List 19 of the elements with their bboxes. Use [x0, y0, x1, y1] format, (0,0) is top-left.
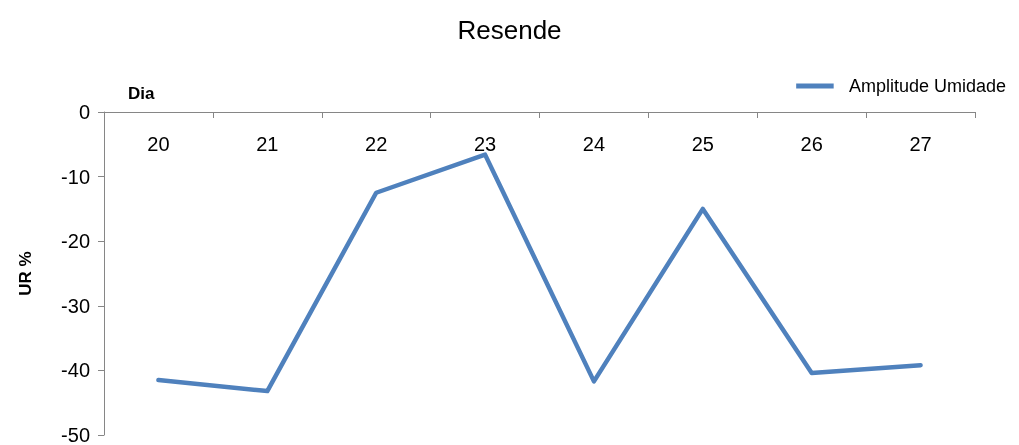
- line-series: [156, 152, 923, 394]
- x-tick-label: 22: [365, 133, 388, 155]
- x-tick-label: 21: [256, 133, 279, 155]
- x-tick-label: 25: [691, 133, 714, 155]
- y-tick-label: -10: [61, 165, 90, 188]
- x-tick-label: 23: [473, 133, 497, 155]
- y-tick-label: 0: [78, 101, 90, 123]
- x-axis-title: Dia: [128, 84, 155, 103]
- y-tick-label: -30: [61, 294, 90, 317]
- y-axis-title: UR %: [16, 251, 35, 296]
- legend-label: Amplitude Umidade: [848, 76, 1006, 96]
- x-tick-label: 27: [909, 133, 932, 155]
- y-tick-label: -20: [61, 230, 90, 253]
- x-tick-label: 20: [147, 133, 170, 155]
- x-tick-label: 26: [800, 133, 823, 155]
- chart-title: Resende: [457, 15, 562, 45]
- x-tick-label: 24: [582, 133, 606, 155]
- y-tick-label: -50: [61, 424, 90, 445]
- y-tick-label: -40: [61, 359, 90, 382]
